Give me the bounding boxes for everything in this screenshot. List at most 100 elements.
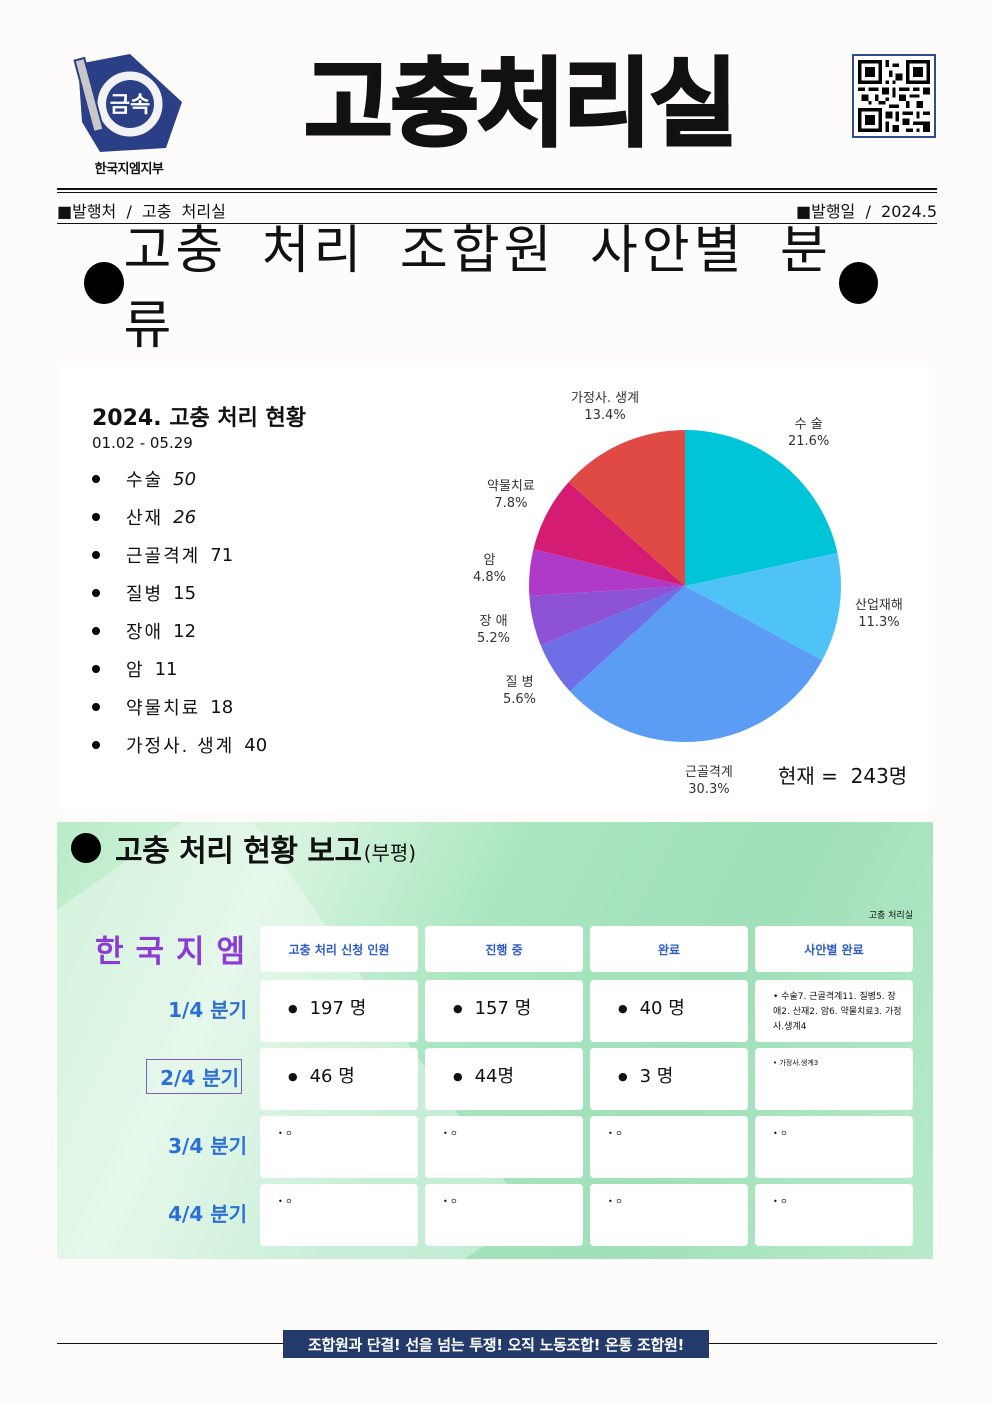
issue-date: ■발행일 / 2024.5 [796,202,937,221]
item-label: 질병 [126,584,164,605]
pie-slice [533,482,685,586]
pie-slice-label: 가정사. 생계 13.4% [571,391,640,423]
item-value: 50 [173,468,197,490]
item-value: 18 [210,696,234,718]
table-cell: 3 명 [590,1048,748,1110]
item-label: 장애 [126,622,164,643]
report-panel: 고충 처리 현황 보고 (부평) 고충 처리실 한국지엠 고충 처리 신청 인원… [57,822,933,1259]
stats-panel: 2024. 고충 처리 현황 01.02 - 05.29 수술 50 산재 26 근… [60,362,930,810]
list-item: 산재 26 [90,498,267,536]
table-cell: 46 명 [260,1048,418,1110]
cell-value: • ㅇ [443,1197,458,1206]
pie-slice-label: 근골격계 30.3% [685,765,733,797]
cell-value: • ㅇ [608,1129,623,1138]
total-count: 현재 = 243명 [778,764,908,788]
pie-slice-label: 암 4.8% [473,553,507,585]
table-cell: • ㅇ [260,1116,418,1178]
cell-value: • ㅇ [278,1197,293,1206]
list-item: 가정사. 생계 40 [90,726,267,764]
pie-slice-label: 산업재해 11.3% [855,598,903,630]
list-item: 근골격계 71 [90,536,267,574]
item-value: 71 [210,544,234,566]
item-value: 12 [173,620,197,642]
cell-detail: • 가정사.생계3 [773,1059,819,1067]
header-rule [57,188,937,190]
col-header-applied: 고충 처리 신청 인원 [260,926,418,972]
publisher: ■발행처 / 고충 처리실 [57,202,226,221]
table-cell: • ㅇ [590,1116,748,1178]
pie-slice [540,586,685,692]
pie-slice-label: 수 술 21.6% [788,417,830,449]
publication-rule [57,223,937,224]
cell-value: 44명 [453,1062,514,1088]
logo-caption: 한국지엠지부 [94,162,164,177]
quarter-label: 1/4 분기 [168,998,247,1022]
list-item: 질병 15 [90,574,267,612]
cell-value: 40 명 [618,994,685,1020]
cell-value: • ㅇ [608,1197,623,1206]
item-label: 근골격계 [126,546,201,567]
stats-date-range: 01.02 - 05.29 [92,434,193,452]
table-cell: • 가정사.생계3 [755,1048,913,1110]
report-heading: 고충 처리 현황 보고 (부평) [71,826,416,870]
cell-value: • ㅇ [773,1129,788,1138]
list-item: 암 11 [90,650,267,688]
cell-value: 197 명 [288,994,367,1020]
list-item: 수술 50 [90,460,267,498]
bullet-dot-icon [71,833,101,863]
pie-slice-label: 질 병 5.6% [503,675,537,707]
table-cell: 197 명 [260,980,418,1042]
masthead-title: 고충처리실 [303,47,740,162]
col-header-done: 완료 [590,926,748,972]
report-corner-label: 고충 처리실 [868,911,913,921]
bullet-dot-icon [84,262,124,304]
section-title-text: 고충 처리 조합원 사안별 분류 [123,221,832,356]
item-value: 11 [154,658,178,680]
section-title: 고충 처리 조합원 사안별 분류 [84,221,878,356]
table-cell: • ㅇ [755,1184,913,1246]
cell-value: 3 명 [618,1062,674,1088]
table-cell: • ㅇ [260,1184,418,1246]
item-value: 15 [173,582,197,604]
cell-value: • ㅇ [443,1129,458,1138]
item-label: 수술 [126,470,164,491]
publication-bar: ■발행처 / 고충 처리실 ■발행일 / 2024.5 [57,197,937,223]
pie-slice [685,552,841,661]
report-title: 고충 처리 현황 보고 [115,834,362,869]
cell-value: 157 명 [453,994,532,1020]
union-logo: 금속 한국지엠지부 [70,52,188,180]
report-subtitle: (부평) [363,840,417,865]
table-cell: • ㅇ [755,1116,913,1178]
pie-slice [685,430,838,586]
org-label: 한국지엠 [95,934,258,970]
item-value: 26 [173,506,197,528]
cell-value: • ㅇ [278,1129,293,1138]
table-cell: • 수술7. 근골격계11. 질병5. 장애2. 산재2. 암6. 약물치료3.… [755,980,913,1042]
pie-slice [529,586,685,646]
quarter-label: 2/4 분기 [146,1059,242,1094]
col-header-in-progress: 진행 중 [425,926,583,972]
table-cell: • ㅇ [590,1184,748,1246]
quarter-label: 4/4 분기 [168,1202,247,1226]
table-cell: 157 명 [425,980,583,1042]
bullet-dot-icon [838,262,878,304]
pie-slice [529,549,685,596]
logo-text: 금속 [110,93,150,118]
qr-code-icon[interactable] [852,54,936,138]
pie-slice-label: 약물치료 7.8% [487,479,535,511]
list-item: 약물치료 18 [90,688,267,726]
pie-chart-svg [529,430,841,742]
header-rule-thin [57,192,937,193]
table-cell: 40 명 [590,980,748,1042]
col-header-detail: 사안별 완료 [755,926,913,972]
cell-detail: • 수술7. 근골격계11. 질병5. 장애2. 산재2. 암6. 약물치료3.… [773,992,902,1032]
stats-title: 2024. 고충 처리 현황 [92,406,307,431]
item-value: 40 [244,734,268,756]
table-cell: • ㅇ [425,1116,583,1178]
footer-slogan: 조합원과 단결! 선을 넘는 투쟁! 오직 노동조합! 온통 조합원! [283,1330,709,1358]
item-label: 가정사. 생계 [126,736,235,757]
pie-slice [569,586,823,742]
cell-value: • ㅇ [773,1197,788,1206]
table-cell: • ㅇ [425,1184,583,1246]
table-cell: 44명 [425,1048,583,1110]
